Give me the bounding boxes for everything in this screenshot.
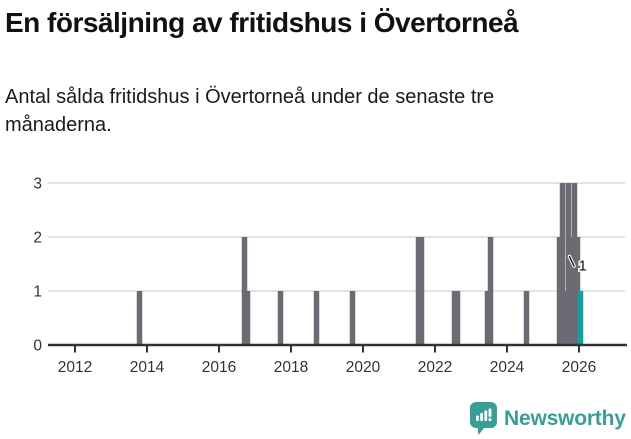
bar-2025-06 [556, 237, 563, 345]
bar-2022-08 [454, 291, 461, 345]
bar-2018-09 [313, 291, 320, 345]
bar-2022-07 [451, 291, 458, 345]
bar-2024-07 [523, 291, 530, 345]
bar-2016-10 [244, 291, 251, 345]
x-tick-label-2022: 2022 [418, 359, 452, 376]
bar-highlight-2026-01 [577, 291, 584, 345]
annotation-leader-line [568, 255, 575, 267]
y-tick-label-0: 0 [33, 338, 42, 355]
x-tick-label-2018: 2018 [274, 359, 308, 376]
bar-2019-09 [349, 291, 356, 345]
page-title: En försäljning av fritidshus i Övertorne… [5, 7, 519, 38]
annotation-value-label: 1 [579, 258, 587, 275]
bar-2016-09 [241, 237, 248, 345]
y-tick-label-2: 2 [33, 230, 42, 247]
x-tick-label-2012: 2012 [58, 359, 92, 376]
x-tick-label-2026: 2026 [562, 359, 596, 376]
bar-2025-10 [568, 237, 575, 345]
page-subtitle: Antal sålda fritidshus i Övertorneå unde… [5, 86, 495, 136]
bar-2021-08 [418, 237, 425, 345]
bar-2025-12 [574, 237, 581, 345]
brand-name: Newsworthy [504, 406, 626, 430]
bar-2013-10 [136, 291, 143, 345]
bar-2021-07 [415, 237, 422, 345]
bar-chart: 0 1 2 3 2012 2014 2016 2018 2020 2022 2024 2026 1 [33, 176, 627, 376]
bar-2025-09 [565, 183, 572, 345]
x-tick-label-2020: 2020 [346, 359, 381, 376]
bar-2025-08 [562, 291, 569, 345]
brand-footer[interactable]: Newsworthy [470, 402, 626, 435]
y-tick-label-1: 1 [33, 284, 42, 301]
x-tick-label-2014: 2014 [130, 359, 165, 376]
newsworthy-badge-icon [470, 402, 497, 435]
x-tick-label-2024: 2024 [490, 359, 525, 376]
y-tick-label-3: 3 [33, 176, 42, 193]
bar-2025-07 [559, 183, 566, 345]
x-tick-label-2016: 2016 [202, 359, 236, 376]
bar-2023-06 [484, 291, 491, 345]
bar-2017-09 [277, 291, 284, 345]
bar-2023-07 [487, 237, 494, 345]
